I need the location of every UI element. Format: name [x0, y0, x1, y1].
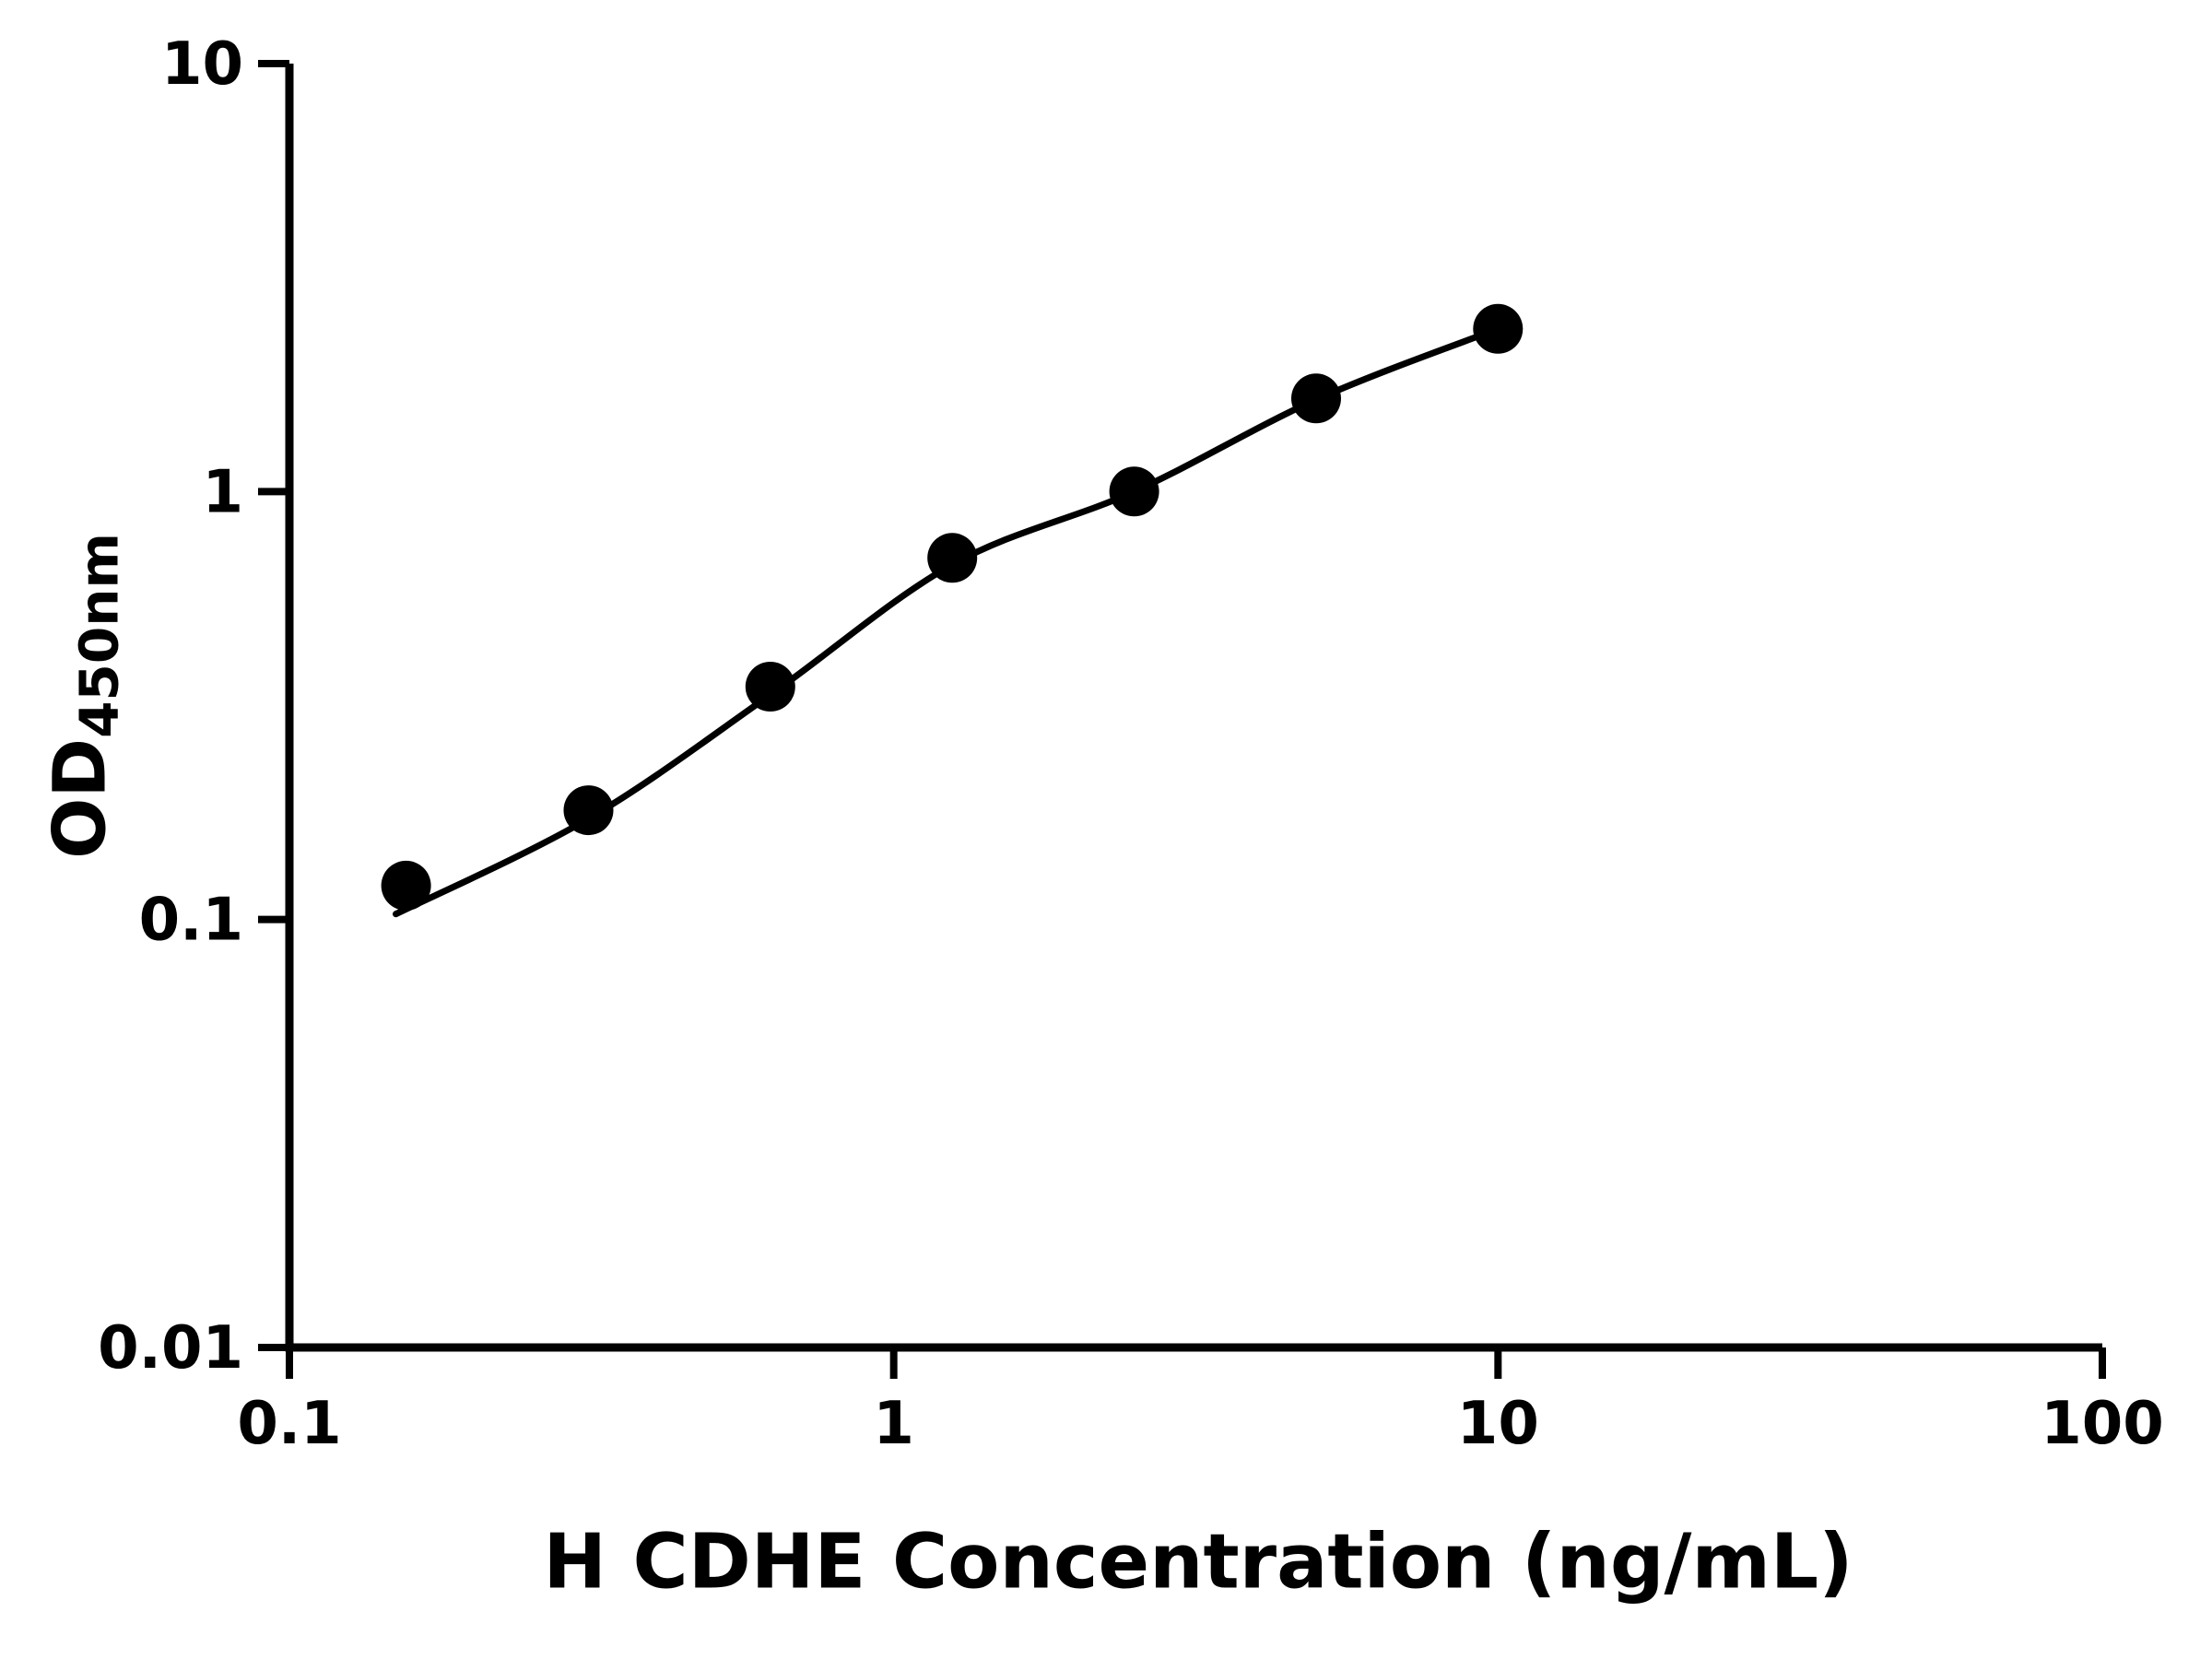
y-axis-title-sub: 450nm — [67, 533, 131, 738]
data-point — [927, 533, 978, 583]
x-axis-tick-label: 0.1 — [237, 1390, 341, 1458]
x-axis-tick-label: 10 — [1457, 1390, 1539, 1458]
data-point — [381, 860, 431, 911]
x-axis-title: H CDHE Concentration (ng/mL) — [543, 1518, 1853, 1606]
y-axis-title: OD450nm — [40, 533, 131, 859]
x-axis-tick-label: 1 — [873, 1390, 914, 1458]
data-point — [1473, 303, 1524, 354]
data-point — [1109, 466, 1159, 517]
y-axis-tick-label: 0.1 — [139, 887, 243, 955]
y-axis-tick-label: 1 — [202, 458, 243, 526]
data-point — [1291, 373, 1341, 424]
y-axis-tick-label: 10 — [161, 30, 243, 99]
axes-spine — [285, 64, 2102, 1352]
data-point — [745, 662, 795, 712]
x-axis-tick-label: 100 — [2041, 1390, 2164, 1458]
data-point — [563, 785, 614, 836]
y-axis-title-main: OD — [39, 737, 123, 859]
y-axis-tick-label: 0.01 — [98, 1314, 243, 1382]
